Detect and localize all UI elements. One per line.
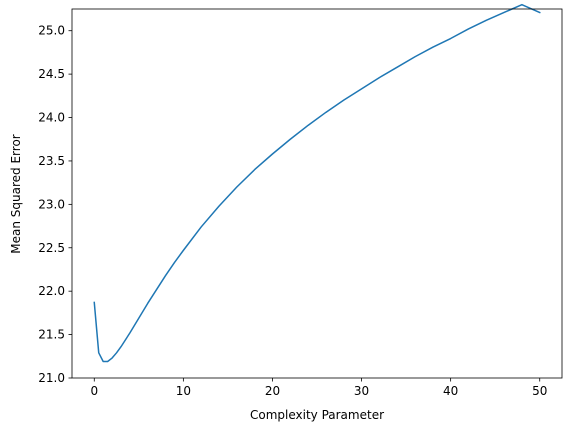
y-tick-label: 23.5 [38,154,65,168]
x-tick-label: 10 [176,384,191,398]
plot-area [71,3,563,379]
y-tick-label: 24.0 [38,111,65,125]
x-tick-label: 30 [354,384,369,398]
x-tick-label: 0 [90,384,98,398]
y-tick-label: 21.0 [38,371,65,385]
x-axis: 0 10 20 30 40 50 [90,378,547,398]
x-tick-label: 20 [265,384,280,398]
y-tick-label: 21.5 [38,328,65,342]
y-axis: 21.0 21.5 22.0 22.5 23.0 23.5 24.0 24.5 25.0 [38,24,72,385]
y-axis-label: Mean Squared Error [9,134,23,254]
y-tick-label: 23.0 [38,197,65,211]
x-axis-label: Complexity Parameter [250,408,384,422]
y-tick-label: 25.0 [38,24,65,38]
x-tick-label: 40 [443,384,458,398]
y-tick-label: 22.0 [38,284,65,298]
y-tick-label: 22.5 [38,241,65,255]
y-tick-label: 24.5 [38,67,65,81]
x-tick-label: 50 [532,384,547,398]
plot-frame [71,8,563,379]
series-line-0 [93,3,541,363]
